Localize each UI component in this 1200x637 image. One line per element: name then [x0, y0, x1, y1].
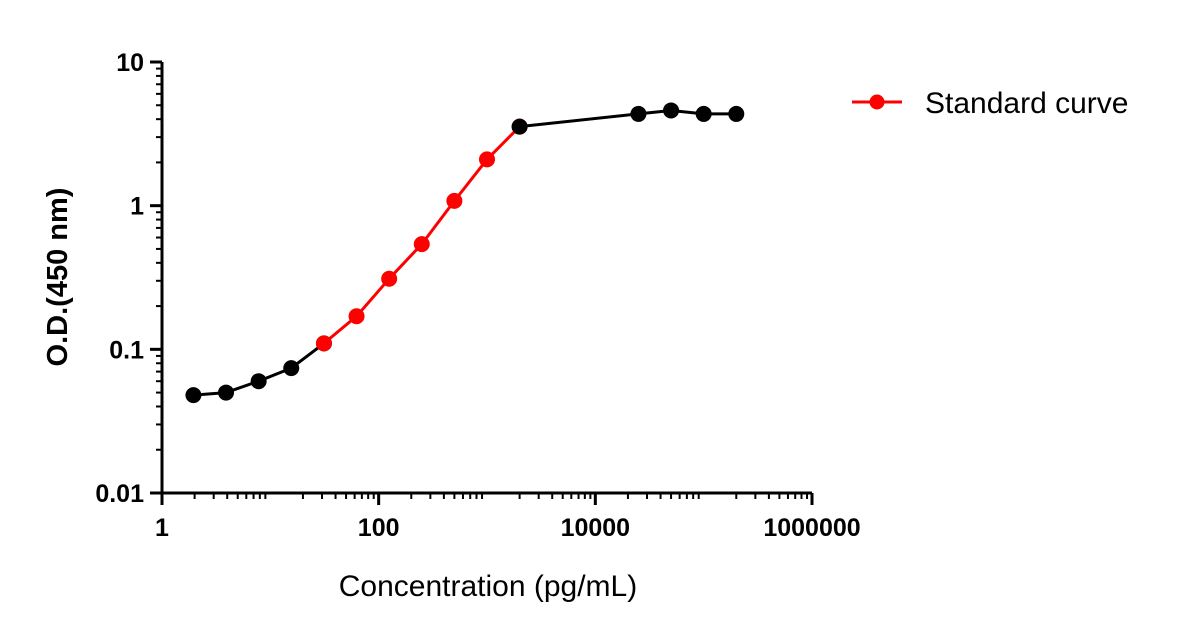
- data-point-series-2: [728, 105, 745, 122]
- x-tick-label: 10000: [561, 514, 631, 542]
- legend-marker-swatch: [869, 94, 885, 110]
- x-tick-label: 1000000: [763, 514, 860, 542]
- data-point-series-1: [381, 270, 398, 287]
- y-tick-label: 0.1: [109, 336, 144, 364]
- data-point-series-2: [511, 118, 528, 135]
- data-point-series-1: [348, 308, 365, 325]
- data-point-series-2: [695, 105, 712, 122]
- data-point-series-1: [446, 192, 463, 209]
- axes: [150, 60, 814, 505]
- data-point-series-1: [479, 151, 495, 168]
- y-tick-label: 0.01: [95, 480, 144, 508]
- data-point-series-0: [283, 360, 300, 377]
- series-layer: [185, 102, 745, 404]
- y-tick-label: 10: [116, 49, 144, 77]
- tick-labels: 0.01 0.1 1 10 1 100 10000 1000000: [95, 49, 860, 542]
- data-point-series-0: [218, 384, 235, 401]
- y-tick-label: 1: [130, 193, 144, 221]
- y-axis-title: O.D.(450 nm): [42, 188, 74, 367]
- data-point-series-0: [250, 373, 267, 390]
- data-point-series-2: [663, 102, 680, 119]
- data-point-series-0: [185, 387, 202, 404]
- legend-label: Standard curve: [925, 87, 1128, 120]
- data-point-series-2: [630, 105, 647, 122]
- data-point-series-1: [413, 236, 430, 253]
- legend: Standard curve: [852, 87, 1128, 120]
- x-tick-label: 1: [155, 514, 169, 542]
- x-axis-title: Concentration (pg/mL): [339, 570, 637, 603]
- data-point-series-1: [315, 335, 332, 352]
- x-tick-label: 100: [358, 514, 400, 542]
